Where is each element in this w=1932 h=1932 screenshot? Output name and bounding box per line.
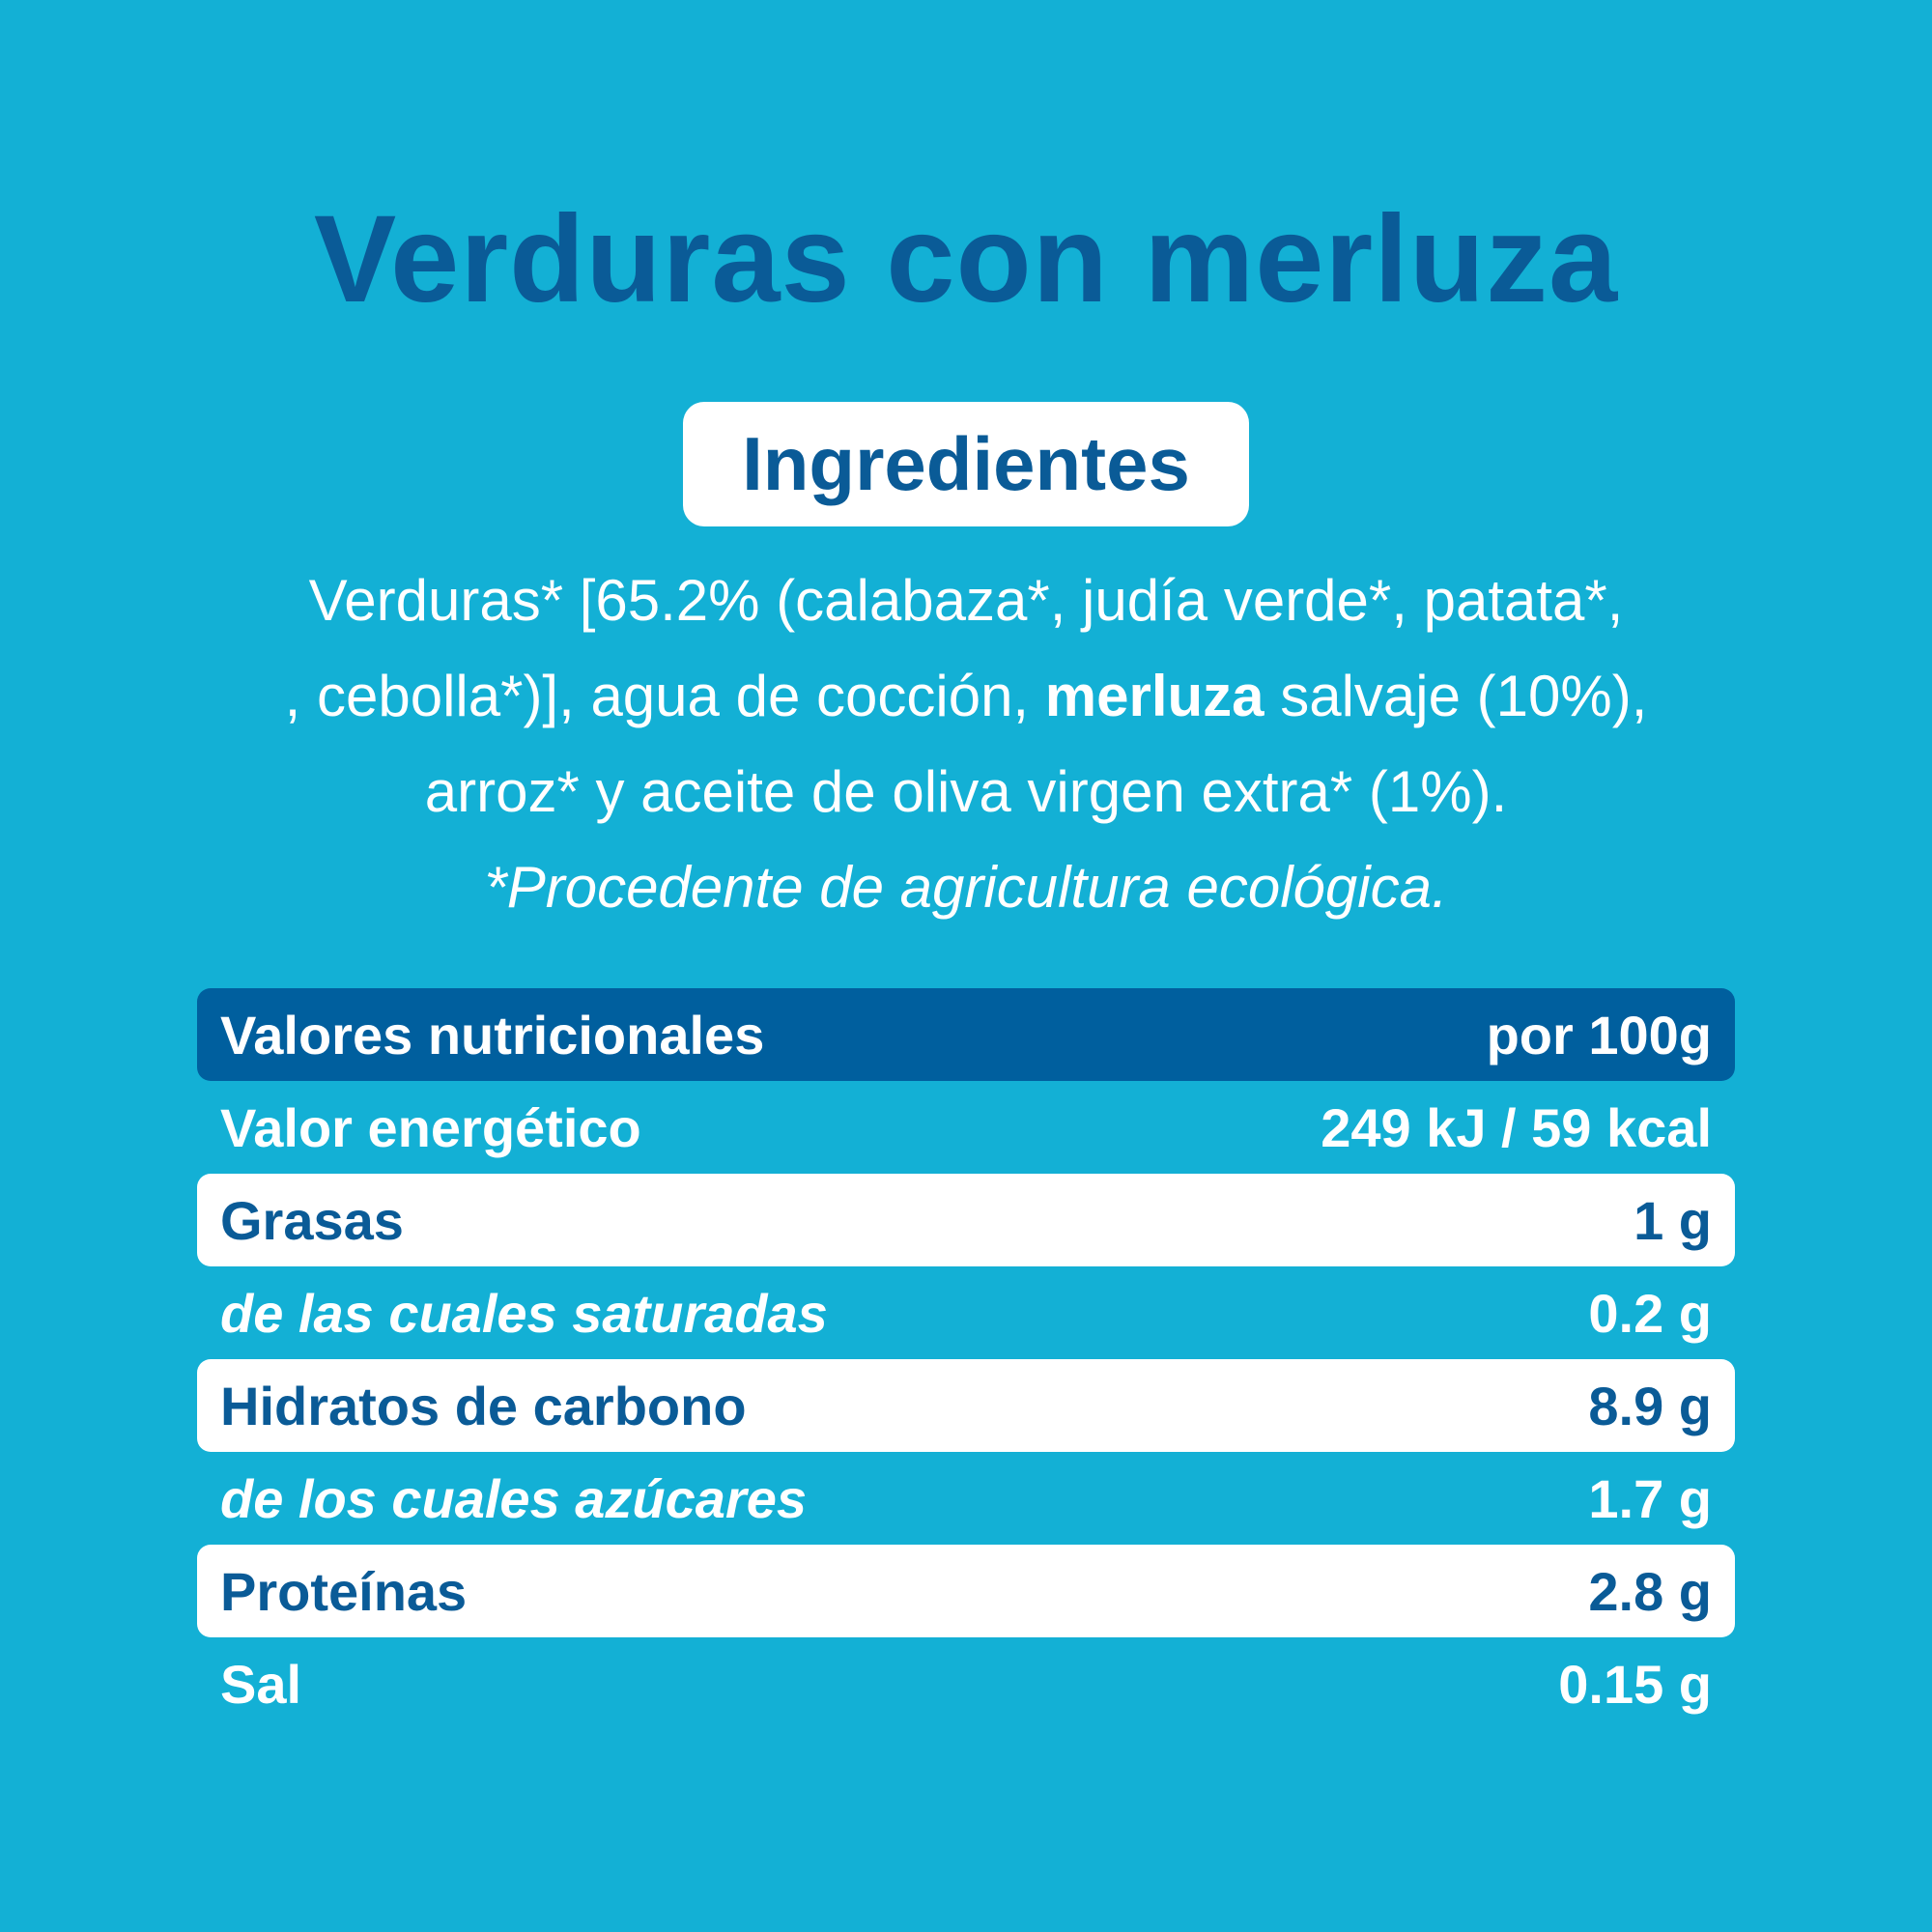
title: Verduras con merluza xyxy=(313,190,1619,328)
table-rows: Valor energético 249 kJ / 59 kcal Grasas 1 … xyxy=(197,1081,1735,1730)
header-unit: por 100g xyxy=(1486,1004,1712,1065)
nutrient-label: de los cuales azúcares xyxy=(220,1467,808,1529)
nutrient-value: 0.2 g xyxy=(1588,1282,1712,1344)
nutrient-label: Proteínas xyxy=(220,1560,468,1622)
table-row: de las cuales saturadas 0.2 g xyxy=(197,1266,1735,1359)
table-header: Valores nutricionales por 100g xyxy=(197,988,1735,1081)
ingredient-segment: , cebolla*)], agua de cocción, xyxy=(284,664,1045,728)
table-row: Hidratos de carbono 8.9 g xyxy=(197,1359,1735,1452)
header-label: Valores nutricionales xyxy=(220,1004,765,1065)
nutrient-label: Sal xyxy=(220,1653,302,1715)
highlight: merluza xyxy=(1044,664,1264,728)
ingredient-line: , cebolla*)], agua de cocción, merluza s… xyxy=(145,648,1787,744)
nutrient-value: 1 g xyxy=(1634,1189,1712,1251)
table-row: Proteínas 2.8 g xyxy=(197,1545,1735,1637)
ingredient-segment: Verduras* [65.2% (calabaza*, judía verde… xyxy=(308,568,1624,633)
ingredients-heading: Ingredientes xyxy=(683,402,1249,526)
nutrient-value: 249 kJ / 59 kcal xyxy=(1321,1096,1712,1158)
note: *Procedente de agricultura ecológica. xyxy=(484,855,1448,920)
ingredient-segment: arroz* y aceite de oliva virgen extra* (… xyxy=(424,759,1508,824)
nutrient-value: 8.9 g xyxy=(1588,1375,1712,1436)
ingredient-line: Verduras* [65.2% (calabaza*, judía verde… xyxy=(145,553,1787,648)
nutrient-label: Hidratos de carbono xyxy=(220,1375,747,1436)
nutrient-value: 2.8 g xyxy=(1588,1560,1712,1622)
table-row: de los cuales azúcares 1.7 g xyxy=(197,1452,1735,1545)
table-row: Grasas 1 g xyxy=(197,1174,1735,1266)
ingredient-segment: salvaje (10%), xyxy=(1264,664,1648,728)
nutrient-label: Valor energético xyxy=(220,1096,641,1158)
nutrient-value: 1.7 g xyxy=(1588,1467,1712,1529)
ingredient-lines: Verduras* [65.2% (calabaza*, judía verde… xyxy=(145,553,1787,839)
table-row: Valor energético 249 kJ / 59 kcal xyxy=(197,1081,1735,1174)
nutrition-table: Valores nutricionales por 100g Valor ene… xyxy=(197,988,1735,1730)
ingredient-line: arroz* y aceite de oliva virgen extra* (… xyxy=(145,744,1787,839)
ingredients-text: Verduras* [65.2% (calabaza*, judía verde… xyxy=(145,553,1787,935)
nutrient-label: de las cuales saturadas xyxy=(220,1282,828,1344)
table-row: Sal 0.15 g xyxy=(197,1637,1735,1730)
nutrient-label: Grasas xyxy=(220,1189,404,1251)
nutrient-value: 0.15 g xyxy=(1558,1653,1712,1715)
